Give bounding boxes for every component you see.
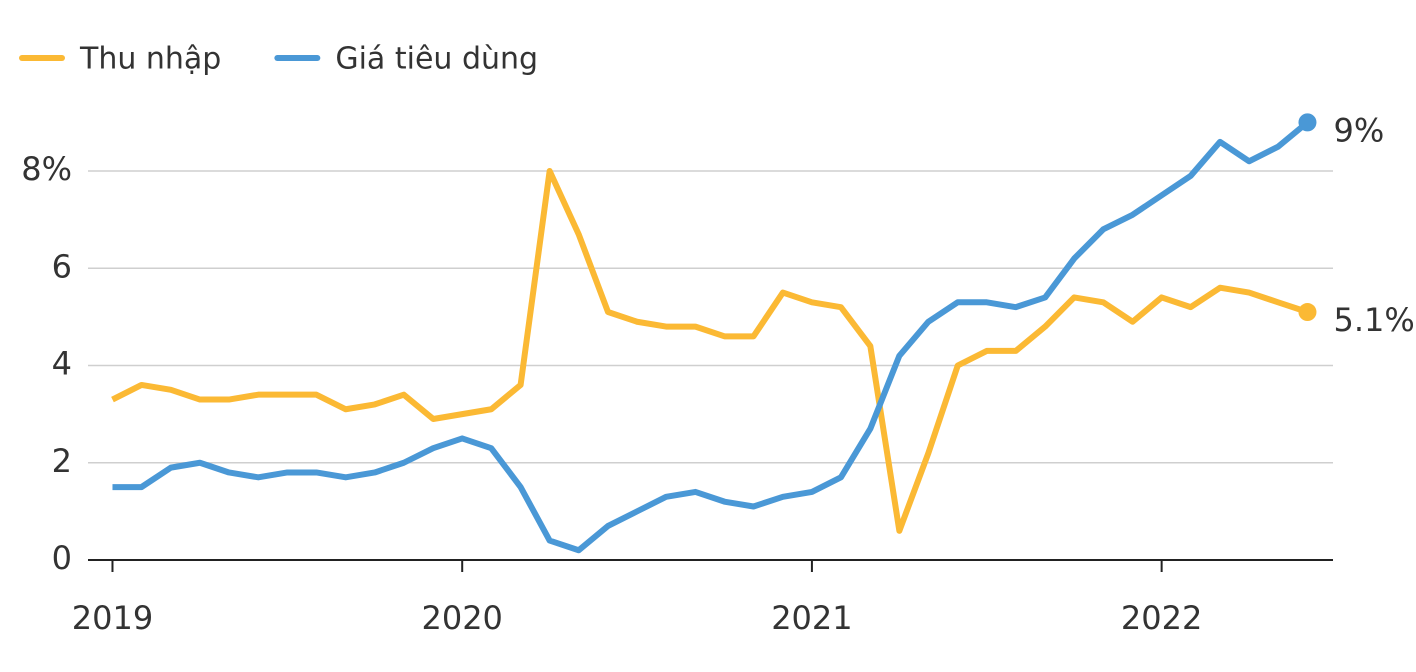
y-tick-label: 4 <box>52 345 72 383</box>
end-point <box>1298 303 1317 322</box>
legend-label: Thu nhập <box>79 42 221 77</box>
y-tick-label: 2 <box>52 442 72 480</box>
x-tick-label: 2022 <box>1121 599 1202 637</box>
value-label: 9% <box>1333 111 1384 149</box>
series-line <box>111 168 1309 534</box>
y-tick-label: 0 <box>52 539 72 577</box>
value-label: 5.1% <box>1333 301 1414 339</box>
x-tick-label: 2020 <box>421 599 502 637</box>
y-tick-label: 8% <box>21 150 72 188</box>
legend-label: Giá tiêu dùng <box>335 42 538 77</box>
end-point <box>1298 113 1317 132</box>
x-tick-label: 2019 <box>72 599 153 637</box>
y-tick-label: 6 <box>52 247 72 285</box>
series-line <box>112 120 1310 554</box>
x-tick-label: 2021 <box>771 599 852 637</box>
